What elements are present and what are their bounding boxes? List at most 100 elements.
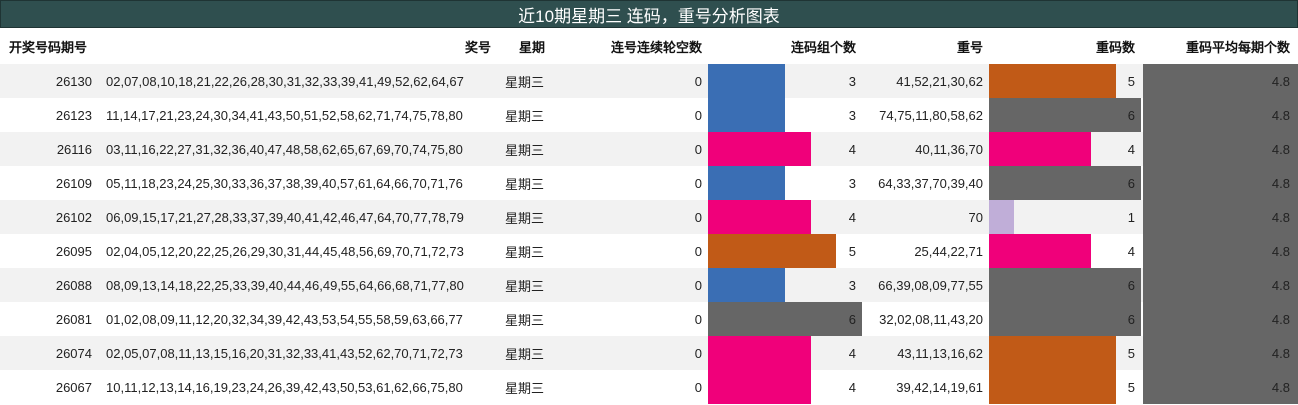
repeat-count-bar: [989, 268, 1141, 302]
gap-cell: 0: [694, 243, 702, 259]
page-title: 近10期星期三 连码，重号分析图表: [0, 0, 1298, 28]
weekday-cell: 星期三: [505, 380, 545, 396]
numbers-cell: 01,02,08,09,11,12,20,32,34,39,42,43,53,5…: [106, 311, 463, 327]
avg-value: 4.8: [1271, 311, 1290, 327]
repeats-cell: 70: [968, 209, 983, 225]
column-header-repeats: 重号: [956, 39, 983, 55]
gap-cell: 0: [694, 107, 702, 123]
repeat-count-cell: 6: [989, 98, 1143, 132]
repeat-count-value: 6: [1127, 311, 1135, 327]
repeat-count-cell: 6: [989, 166, 1143, 200]
repeat-count-value: 5: [1127, 379, 1135, 395]
avg-bar: [1143, 370, 1298, 404]
repeat-count-cell: 6: [989, 302, 1143, 336]
weekday-cell: 星期三: [505, 176, 545, 192]
avg-value: 4.8: [1271, 379, 1290, 395]
avg-bar: [1143, 166, 1298, 200]
avg-cell: 4.8: [1143, 234, 1298, 268]
avg-value: 4.8: [1271, 277, 1290, 293]
repeat-count-value: 4: [1127, 243, 1135, 259]
repeat-count-value: 5: [1127, 345, 1135, 361]
issue-cell: 26081: [55, 311, 92, 327]
groups-value: 3: [848, 175, 856, 191]
repeat-count-bar: [989, 200, 1014, 234]
weekday-cell: 星期三: [505, 142, 545, 158]
groups-bar: [708, 336, 811, 370]
table-row: 26088 08,09,13,14,18,22,25,33,39,40,44,46…: [0, 268, 1298, 302]
groups-bar: [708, 64, 785, 98]
groups-cell: 5: [708, 234, 862, 268]
column-header-gap: 连号连续轮空数: [610, 39, 702, 55]
groups-cell: 3: [708, 166, 862, 200]
avg-bar: [1143, 98, 1298, 132]
repeat-count-cell: 5: [989, 336, 1143, 370]
avg-value: 4.8: [1271, 107, 1290, 123]
avg-value: 4.8: [1271, 345, 1290, 361]
column-header-weekday: 星期: [519, 39, 546, 55]
numbers-cell: 03,11,16,22,27,31,32,36,40,47,48,58,62,6…: [106, 141, 463, 157]
avg-value: 4.8: [1271, 243, 1290, 259]
repeats-cell: 41,52,21,30,62: [896, 73, 983, 89]
avg-bar: [1143, 234, 1298, 268]
weekday-cell: 星期三: [505, 312, 545, 328]
numbers-cell: 11,14,17,21,23,24,30,34,41,43,50,51,52,5…: [106, 107, 463, 123]
numbers-cell: 10,11,12,13,14,16,19,23,24,26,39,42,43,5…: [106, 379, 463, 395]
avg-cell: 4.8: [1143, 302, 1298, 336]
weekday-cell: 星期三: [505, 244, 545, 260]
groups-cell: 4: [708, 336, 862, 370]
table-row: 26081 01,02,08,09,11,12,20,32,34,39,42,43…: [0, 302, 1298, 336]
groups-cell: 3: [708, 98, 862, 132]
avg-value: 4.8: [1271, 141, 1290, 157]
avg-bar: [1143, 336, 1298, 370]
groups-bar: [708, 302, 862, 336]
groups-cell: 3: [708, 64, 862, 98]
weekday-cell: 星期三: [505, 108, 545, 124]
gap-cell: 0: [694, 73, 702, 89]
repeat-count-bar: [989, 234, 1091, 268]
weekday-cell: 星期三: [505, 346, 545, 362]
issue-cell: 26109: [55, 175, 92, 191]
avg-cell: 4.8: [1143, 132, 1298, 166]
groups-value: 3: [848, 73, 856, 89]
numbers-cell: 08,09,13,14,18,22,25,33,39,40,44,46,49,5…: [106, 277, 464, 293]
repeats-cell: 39,42,14,19,61: [896, 379, 983, 395]
avg-cell: 4.8: [1143, 370, 1298, 404]
table-body: 26130 02,07,08,10,18,21,22,26,28,30,31,32…: [0, 64, 1298, 404]
repeats-cell: 40,11,36,70: [915, 141, 983, 157]
weekday-cell: 星期三: [505, 278, 545, 294]
repeat-count-cell: 5: [989, 370, 1143, 404]
issue-cell: 26067: [55, 379, 92, 395]
repeat-count-bar: [989, 132, 1091, 166]
avg-bar: [1143, 302, 1298, 336]
table-row: 26067 10,11,12,13,14,16,19,23,24,26,39,42…: [0, 370, 1298, 404]
groups-bar: [708, 166, 785, 200]
avg-value: 4.8: [1271, 209, 1290, 225]
avg-cell: 4.8: [1143, 336, 1298, 370]
repeat-count-bar: [989, 336, 1116, 370]
numbers-cell: 06,09,15,17,21,27,28,33,37,39,40,41,42,4…: [106, 209, 464, 225]
groups-cell: 4: [708, 200, 862, 234]
weekday-cell: 星期三: [505, 210, 545, 226]
avg-bar: [1143, 200, 1298, 234]
repeat-count-cell: 1: [989, 200, 1143, 234]
repeat-count-bar: [989, 64, 1116, 98]
table-row: 26116 03,11,16,22,27,31,32,36,40,47,48,58…: [0, 132, 1298, 166]
groups-bar: [708, 132, 811, 166]
repeat-count-bar: [989, 98, 1141, 132]
numbers-cell: 02,04,05,12,20,22,25,26,29,30,31,44,45,4…: [106, 243, 464, 259]
issue-cell: 26116: [56, 141, 92, 157]
groups-cell: 6: [708, 302, 862, 336]
column-header-groups: 连码组个数: [790, 39, 856, 55]
repeat-count-value: 6: [1127, 277, 1135, 293]
issue-cell: 26102: [55, 209, 92, 225]
groups-value: 3: [848, 277, 856, 293]
issue-cell: 26095: [55, 243, 92, 259]
table-header: 开奖号码期号 奖号 星期 连号连续轮空数 连码组个数 重号 重码数 重码平均每期…: [0, 28, 1298, 64]
avg-cell: 4.8: [1143, 98, 1298, 132]
groups-value: 6: [848, 311, 856, 327]
repeats-cell: 66,39,08,09,77,55: [878, 277, 983, 293]
avg-value: 4.8: [1271, 175, 1290, 191]
gap-cell: 0: [694, 311, 702, 327]
repeat-count-value: 6: [1127, 107, 1135, 123]
avg-cell: 4.8: [1143, 200, 1298, 234]
